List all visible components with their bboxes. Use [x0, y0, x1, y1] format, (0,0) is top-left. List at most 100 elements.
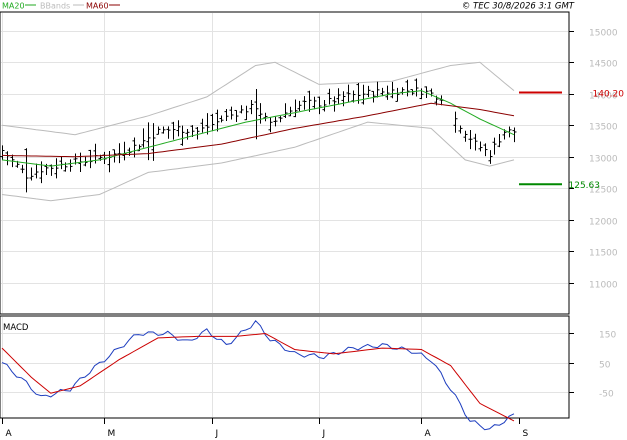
month-label: A [6, 429, 13, 439]
ohlc-bar [424, 86, 429, 99]
ohlc-bar [88, 149, 93, 169]
bollinger-bands [1, 61, 515, 202]
ohlc-bar [385, 85, 390, 100]
ohlc-bar [497, 133, 502, 148]
price-tick-label: 11000 [589, 281, 618, 291]
ohlc-bar [371, 90, 376, 103]
bband-line [1, 121, 515, 202]
macd-tick-label: -50 [599, 390, 614, 400]
ohlc-bar [278, 116, 283, 123]
ohlc-bar [288, 106, 293, 117]
ohlc-bar [322, 100, 327, 112]
support-label: 125.63 [569, 181, 601, 191]
ohlc-bar [453, 111, 458, 133]
ohlc-bar [244, 105, 249, 121]
ohlc-bar [254, 88, 259, 140]
macd-line-signal [1, 332, 515, 422]
month-label: A [425, 429, 432, 439]
ohlc-bar [346, 84, 351, 103]
ma-line-ma60 [1, 102, 515, 158]
month-label: J [215, 429, 219, 439]
ohlc-bar [34, 163, 39, 179]
ma-line-ma20 [1, 90, 515, 167]
ohlc-bar [473, 133, 478, 151]
ohlc-bar [327, 88, 332, 105]
ohlc-bar [258, 103, 263, 124]
price-y-ticks: 15000 14500 14000 13500 13000 12500 12000 11500… [569, 29, 618, 291]
macd-line-macd [1, 320, 515, 431]
ohlc-bar [283, 103, 288, 118]
ohlc-bar [161, 126, 166, 134]
moving-averages [1, 90, 515, 167]
ohlc-bar [502, 129, 507, 140]
ohlc-bar [317, 96, 322, 115]
month-label: J [322, 429, 326, 439]
ohlc-bar [180, 125, 185, 146]
ohlc-bar [390, 81, 395, 99]
bband-line [1, 61, 515, 136]
ohlc-bar [263, 112, 268, 122]
macd-y-ticks: 150 50 -50 [569, 331, 616, 400]
ohlc-bar [341, 91, 346, 107]
ohlc-bar [166, 126, 171, 139]
ohlc-bar [54, 158, 59, 179]
ohlc-bar [20, 164, 25, 174]
ohlc-bar [229, 106, 234, 120]
price-tick-label: 13000 [589, 155, 618, 165]
ohlc-bar [395, 87, 400, 102]
ohlc-bar [458, 125, 463, 134]
price-panel: 15000 14500 14000 13500 13000 12500 12000 11500… [0, 11, 625, 315]
price-tick-label: 14500 [589, 60, 618, 70]
price-tick-label: 14000 [589, 92, 618, 102]
ohlc-bar [219, 115, 224, 123]
ohlc-bar [512, 127, 517, 143]
ohlc-bar [492, 137, 497, 155]
ohlc-bar [297, 100, 302, 112]
price-tick-label: 13500 [589, 123, 618, 133]
month-label: S [523, 429, 529, 439]
ohlc-bar [488, 150, 493, 164]
ohlc-bar [302, 96, 307, 110]
ohlc-bar [239, 105, 244, 114]
ohlc-bar [478, 141, 483, 152]
ohlc-bar [185, 129, 190, 140]
ohlc-bar [463, 130, 468, 142]
legend-bbands: BBands [40, 2, 70, 11]
ohlc-bar [215, 109, 220, 132]
ohlc-bar [361, 84, 366, 105]
month-label: M [108, 429, 116, 439]
ohlc-bar [205, 113, 210, 135]
ohlc-bar [156, 126, 161, 135]
legend: MA20 BBands MA60 [2, 2, 120, 11]
ohlc-bar [268, 117, 273, 133]
legend-ma20: MA20 [2, 2, 25, 11]
ohlc-bar [293, 99, 298, 118]
macd-panel: 150 50 -50 MACD [0, 315, 616, 431]
macd-grid [1, 317, 568, 417]
ohlc-bar [468, 130, 473, 150]
ohlc-bar [29, 167, 34, 181]
ohlc-bar [190, 125, 195, 137]
ohlc-bar [151, 123, 156, 161]
price-tick-label: 11500 [589, 249, 618, 259]
price-tick-label: 12000 [589, 218, 618, 228]
macd-title: MACD [3, 323, 29, 333]
ohlc-bar [234, 109, 239, 123]
macd-lines [1, 320, 515, 431]
resistance-label: 140.20 [593, 90, 625, 100]
ohlc-bar [405, 79, 410, 97]
macd-tick-label: 150 [599, 331, 616, 341]
ohlc-bar [249, 100, 254, 115]
ohlc-bar [171, 121, 176, 140]
ohlc-bar [307, 90, 312, 112]
ohlc-bar [366, 85, 371, 98]
ohlc-bar [176, 120, 181, 137]
ohlc-bar [210, 113, 215, 132]
ohlc-bar [483, 143, 488, 157]
ohlc-bar [224, 108, 229, 122]
ohlc-bar [332, 96, 337, 112]
copyright: © TEC 30/8/2026 3:1 GMT [462, 2, 575, 12]
ohlc-bar [380, 87, 385, 97]
